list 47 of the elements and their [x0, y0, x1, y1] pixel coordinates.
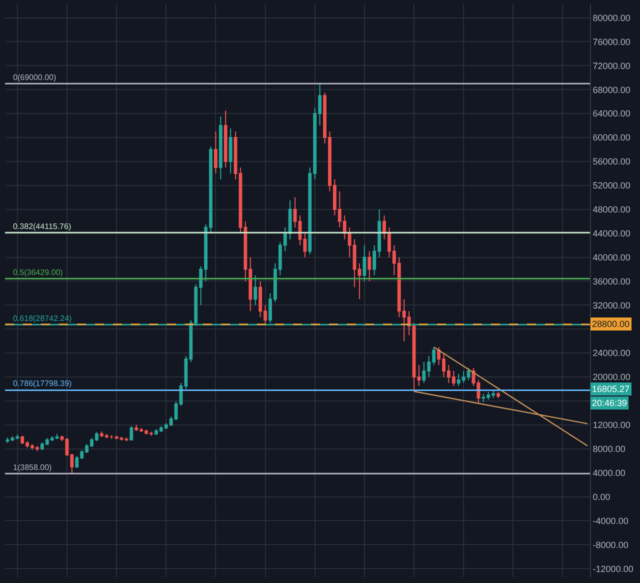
y-tick-label: 68000.00 [592, 84, 630, 95]
candlestick [224, 110, 228, 168]
y-tick-label: 40000.00 [592, 252, 630, 262]
candlestick [362, 244, 366, 282]
y-tick-label: 32000.00 [592, 300, 630, 310]
text: 20:46:39 [592, 398, 628, 408]
y-tick-label: 48000.00 [592, 204, 630, 215]
y-tick-label: 72000.00 [592, 60, 630, 71]
y-tick-label: 60000.00 [592, 132, 630, 143]
candlestick [110, 434, 114, 440]
candlestick [368, 250, 372, 282]
y-tick-label: 76000.00 [592, 36, 630, 47]
y-tick-label: 24000.00 [592, 348, 630, 358]
y-tick-label: 44000.00 [592, 228, 630, 238]
candlestick [228, 128, 232, 174]
y-tick-label: 36000.00 [592, 276, 630, 286]
ref-line-label: 1(3858.00) [13, 463, 52, 472]
y-tick-label: 56000.00 [592, 156, 630, 167]
candlestick [417, 364, 421, 386]
y-tick-label: -4000.00 [592, 516, 628, 526]
ref-line-label: 28800.00 [592, 319, 630, 329]
candlestick [234, 131, 238, 180]
ref-line-label: 0.382(44115.76) [13, 222, 72, 231]
candlestick [358, 262, 362, 300]
y-tick-label: 20000.00 [592, 372, 630, 382]
y-tick-label: -12000.00 [592, 564, 634, 574]
ref-line-label: 0.618(28742.24) [13, 314, 72, 323]
y-tick-label: 52000.00 [592, 180, 630, 191]
ref-line-label: 0.5(36429.00) [13, 268, 64, 277]
ref-line-label: 0(69000.00) [13, 73, 56, 82]
text: 16805.27 [592, 384, 630, 394]
y-tick-label: 12000.00 [592, 420, 630, 430]
y-tick-label: 8000.00 [592, 444, 626, 454]
ref-line-label: 0.786(17798.39) [13, 379, 72, 388]
y-tick-label: 64000.00 [592, 108, 630, 119]
candlestick [496, 391, 500, 398]
y-tick-label: 0.00 [592, 492, 610, 502]
candlestick [218, 116, 222, 180]
y-tick-label: -8000.00 [592, 540, 628, 550]
candlestick [124, 436, 128, 442]
candlestick [60, 435, 64, 442]
y-tick-label: 80000.00 [592, 12, 630, 23]
candlestick [130, 426, 134, 441]
candlestick [254, 274, 258, 306]
candlestick [214, 131, 218, 174]
y-tick-label: 4000.00 [592, 468, 626, 478]
candlestick [293, 196, 297, 228]
